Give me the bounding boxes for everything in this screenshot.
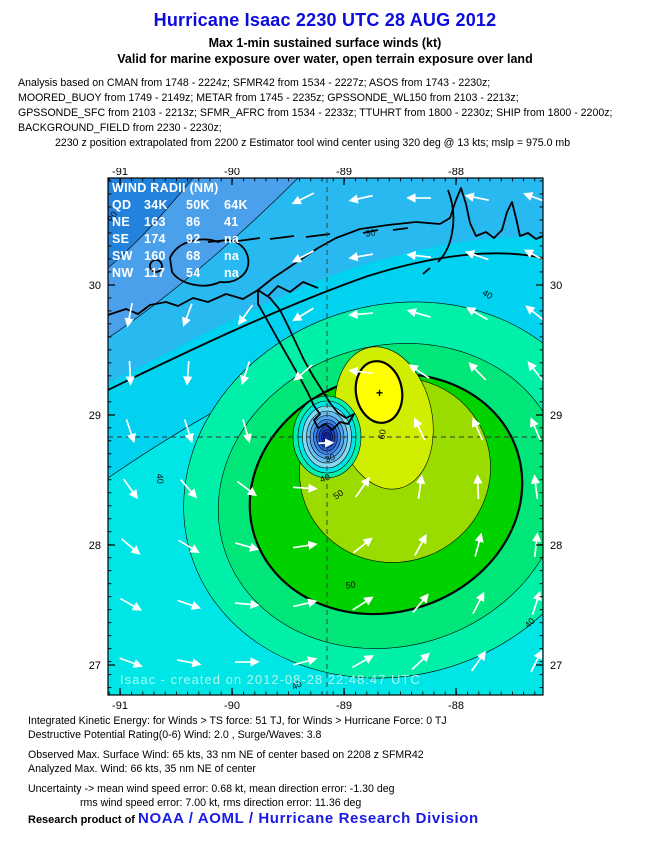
wind-radii-cell: 54	[186, 266, 201, 280]
map-border	[107, 177, 544, 696]
ike-stats-block: Integrated Kinetic Energy: for Winds > T…	[28, 714, 638, 742]
wind-radii-cell: 68	[186, 249, 201, 263]
longitude-label: -91	[112, 700, 128, 712]
contour-value-label: 40	[523, 616, 537, 630]
wind-radii-cell: 117	[144, 266, 165, 280]
latitude-label: 29	[550, 410, 562, 422]
analysis-sources-block: Analysis based on CMAN from 1748 - 2224z…	[18, 76, 638, 136]
footer-organization: NOAA / AOML / Hurricane Research Divisio…	[138, 810, 479, 827]
wind-radii-cell: na	[224, 266, 240, 280]
longitude-label: -89	[336, 168, 352, 178]
creation-watermark: Isaac - created on 2012-08-28 22:48:47 U…	[120, 672, 421, 687]
contour-value-label: 30	[324, 452, 337, 465]
wind-contour-map-svg: 20 30 40 40 40 40 50 50 40 30 60 + WIND RADII (NM)…	[89, 166, 563, 712]
longitude-label: -89	[336, 700, 352, 712]
longitude-label: -88	[448, 700, 464, 712]
subtitle-wind-type: Max 1-min sustained surface winds (kt)	[208, 36, 442, 50]
wind-radii-cell: 41	[224, 215, 239, 229]
wind-radii-cell: 163	[144, 215, 166, 229]
extrapolation-note: 2230 z position extrapolated from 2200 z…	[55, 137, 571, 149]
wind-radii-cell: 86	[186, 215, 201, 229]
center-crosshair	[108, 178, 543, 695]
wind-radii-cell: 174	[144, 232, 166, 246]
footer-credit: Research product of NOAA / AOML / Hurric…	[28, 810, 648, 827]
wind-radii-header-cell: 50K	[186, 198, 210, 212]
wind-radii-header-cell: 34K	[144, 198, 168, 212]
wind-radii-cell: na	[224, 249, 240, 263]
wind-radii-header-cell: QD	[112, 198, 131, 212]
contour-value-label: 40	[155, 473, 166, 484]
contour-field: 20 30 40 40 40 40 50 50 40 30 60 + WIND RADII (NM)…	[106, 178, 543, 695]
max-wind-plus-marker: +	[376, 386, 383, 400]
coastline	[108, 187, 543, 431]
footer-prefix: Research product of	[28, 814, 135, 826]
axis-labels: -91 -91 -90 -90 -89 -89 -88 -88 30 30 29 29 28 28 27 27	[89, 166, 563, 712]
uncertainty-mean-line: Uncertainty -> mean wind speed error: 0.…	[28, 783, 395, 795]
contour-value-label: 60	[376, 428, 388, 440]
longitude-label: -90	[224, 168, 240, 178]
contour-value-label: 30	[365, 227, 377, 239]
latitude-label: 29	[89, 410, 101, 422]
contour-value-label: 50	[345, 579, 356, 590]
contour-labels: 20 30 40 40 40 40 50 50 40 30 60	[106, 210, 537, 692]
latitude-label: 27	[89, 660, 101, 672]
contour-value-label: 20	[106, 210, 120, 224]
contour-value-label: 40	[481, 288, 495, 302]
contour-value-label: 40	[290, 679, 303, 692]
analysis-source-line: MOORED_BUOY from 1749 - 2149z; METAR fro…	[18, 92, 519, 104]
wind-radii-cell: na	[224, 232, 240, 246]
wind-radii-cell: SW	[112, 249, 133, 263]
observed-max-line: Observed Max. Surface Wind: 65 kts, 33 n…	[28, 749, 424, 761]
uncertainty-block: Uncertainty -> mean wind speed error: 0.…	[28, 782, 638, 810]
longitude-label: -90	[224, 700, 240, 712]
wind-radii-cell: NE	[112, 215, 130, 229]
uncertainty-rms-line: rms wind speed error: 7.00 kt, rms direc…	[80, 797, 362, 809]
contour-value-label: 50	[331, 488, 345, 502]
wind-radii-cell: 160	[144, 249, 166, 263]
subtitle-exposure: Valid for marine exposure over water, op…	[117, 52, 533, 66]
latitude-label: 30	[550, 280, 562, 292]
ike-line: Integrated Kinetic Energy: for Winds > T…	[28, 715, 447, 727]
longitude-label: -88	[448, 168, 464, 178]
longitude-label: -91	[112, 168, 128, 178]
latitude-label: 27	[550, 660, 562, 672]
dpr-line: Destructive Potential Rating(0-6) Wind: …	[28, 729, 322, 741]
page-title: Hurricane Isaac 2230 UTC 28 AUG 2012	[153, 10, 497, 30]
analyzed-max-line: Analyzed Max. Wind: 66 kts, 35 nm NE of …	[28, 763, 256, 775]
latitude-label: 28	[550, 540, 562, 552]
wind-radii-cell: 92	[186, 232, 201, 246]
analysis-source-line: GPSSONDE_SFC from 2103 - 2213z; SFMR_AFR…	[18, 107, 613, 119]
contour-value-label: 40	[319, 472, 332, 485]
wind-field-map: 20 30 40 40 40 40 50 50 40 30 60 + WIND RADII (NM)…	[66, 166, 586, 718]
axis-ticks	[108, 178, 543, 695]
latitude-label: 28	[89, 540, 101, 552]
wind-radii-header-cell: 64K	[224, 198, 248, 212]
wind-radii-cell: NW	[112, 266, 133, 280]
analysis-source-line: BACKGROUND_FIELD from 2230 - 2230z;	[18, 122, 222, 134]
wind-radii-title: WIND RADII (NM)	[112, 181, 219, 195]
wind-radii-cell: SE	[112, 232, 129, 246]
latitude-label: 30	[89, 280, 101, 292]
max-wind-stats-block: Observed Max. Surface Wind: 65 kts, 33 n…	[28, 748, 638, 776]
wind-radii-legend: WIND RADII (NM) QD 34K 50K 64K NE 163 86 41 SE 17…	[112, 181, 248, 280]
wind-direction-arrows	[119, 192, 543, 673]
analysis-source-line: Analysis based on CMAN from 1748 - 2224z…	[18, 77, 491, 89]
